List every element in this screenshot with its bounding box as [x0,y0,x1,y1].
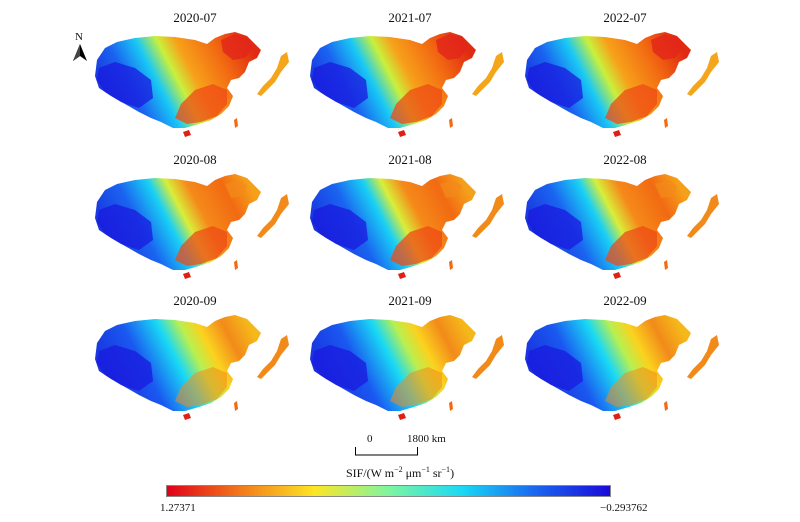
japan-region [257,335,289,379]
northeast-region [221,34,253,60]
taiwan-region [449,401,453,411]
panel-title-2022-08: 2022-08 [603,152,647,167]
colorbar-min-label: −0.293762 [600,502,648,514]
sif-map-2022-08 [525,174,719,279]
hainan-region [613,130,621,137]
colorbar-gradient [166,485,611,497]
northeast-region [655,180,677,198]
sif-map-2020-08 [95,174,289,279]
north-arrow-icon [73,44,87,61]
hainan-region [398,413,406,420]
plateau-region [312,345,368,391]
japan-region [687,335,719,379]
hainan-region [398,272,406,279]
south-china-region [605,226,657,266]
south-china-region [390,84,442,124]
north-arrow: N [72,32,88,64]
japan-region [687,194,719,238]
sif-map-2021-09 [310,315,504,420]
taiwan-region [234,260,238,270]
northeast-region [651,34,683,60]
panel-title-2020-07: 2020-07 [173,10,217,25]
japan-region [687,52,719,96]
taiwan-region [234,118,238,128]
plateau-region [527,62,583,108]
panel-title-2020-09: 2020-09 [173,293,217,308]
panel-title-2020-08: 2020-08 [173,152,217,167]
south-china-region [390,226,442,266]
plateau-region [312,62,368,108]
panel-title-2021-08: 2021-08 [388,152,432,167]
sif-map-2022-07 [525,32,719,137]
northeast-region [225,180,247,198]
plateau-region [97,62,153,108]
taiwan-region [664,260,668,270]
japan-region [257,52,289,96]
taiwan-region [449,260,453,270]
south-china-region [175,84,227,124]
scale-bar-line [355,447,418,456]
scale-bar-zero: 0 [367,433,373,445]
scale-bar-distance: 1800 km [407,433,446,445]
south-china-region [390,367,442,407]
south-china-region [605,84,657,124]
hainan-region [613,272,621,279]
sif-map-2021-08 [310,174,504,279]
northeast-region [440,180,462,198]
colorbar-title: SIF/(W m−2 μm−1 sr−1) [345,465,455,480]
taiwan-region [664,401,668,411]
hainan-region [183,272,191,279]
plateau-region [312,204,368,250]
panel-title-2021-07: 2021-07 [388,10,432,25]
taiwan-region [234,401,238,411]
hainan-region [183,130,191,137]
hainan-region [613,413,621,420]
japan-region [472,335,504,379]
south-china-region [605,367,657,407]
sif-map-2022-09 [525,315,719,420]
taiwan-region [449,118,453,128]
plateau-region [97,345,153,391]
plateau-region [97,204,153,250]
japan-region [257,194,289,238]
plateau-region [527,204,583,250]
japan-region [472,52,504,96]
plateau-region [527,345,583,391]
panel-title-2022-09: 2022-09 [603,293,647,308]
sif-map-2020-07 [95,32,289,137]
sif-map-2020-09 [95,315,289,420]
south-china-region [175,367,227,407]
scale-bar: 0 1800 km [355,433,475,459]
taiwan-region [664,118,668,128]
panel-title-2021-09: 2021-09 [388,293,432,308]
hainan-region [183,413,191,420]
north-arrow-label: N [75,31,83,43]
sif-map-2021-07 [310,32,504,137]
northeast-region [436,34,468,60]
south-china-region [175,226,227,266]
colorbar-max-label: 1.27371 [160,502,196,514]
panel-title-2022-07: 2022-07 [603,10,647,25]
japan-region [472,194,504,238]
hainan-region [398,130,406,137]
